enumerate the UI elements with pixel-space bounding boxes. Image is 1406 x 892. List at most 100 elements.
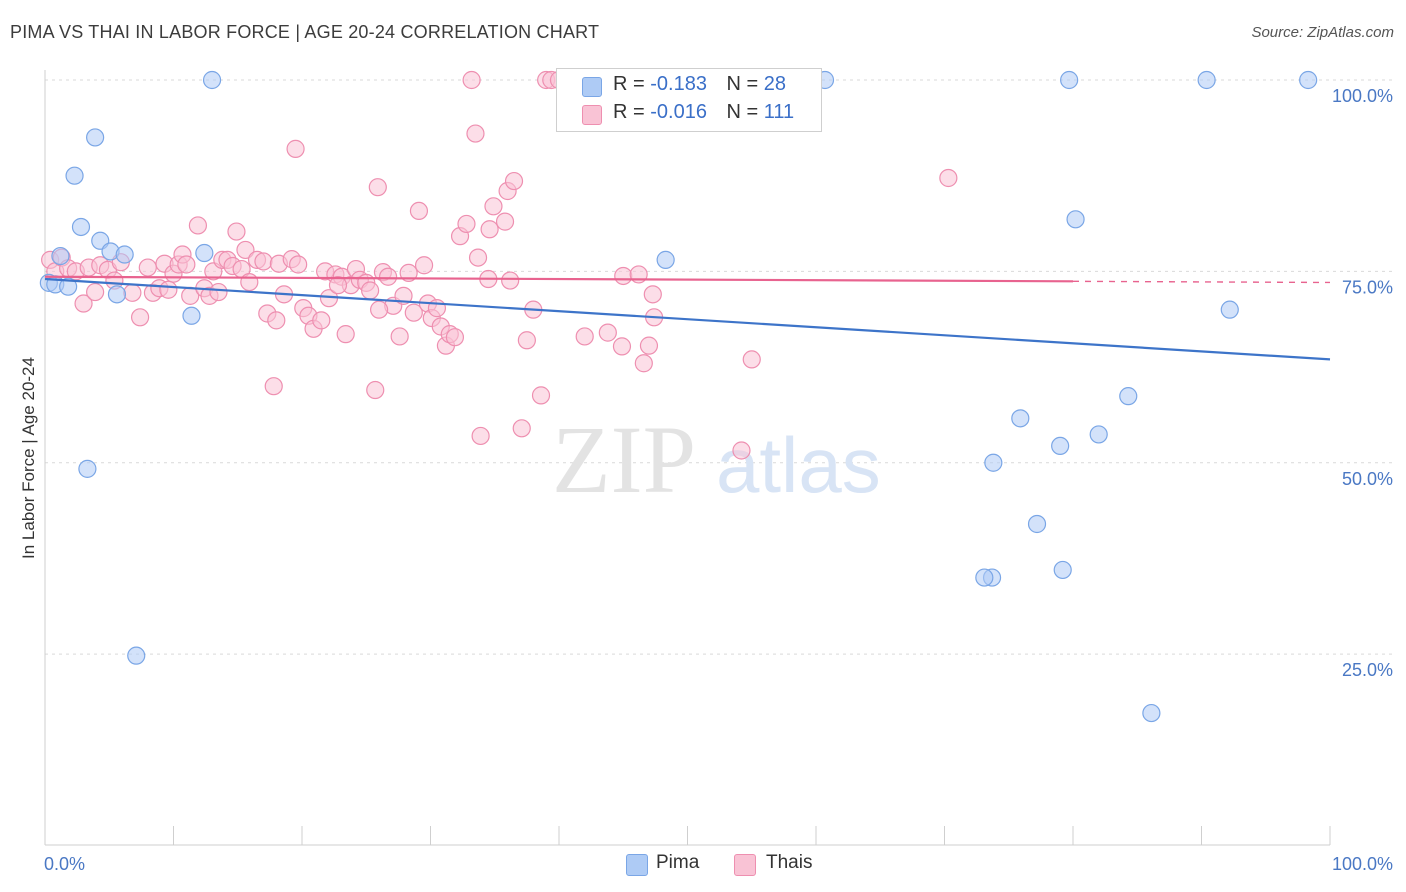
point-pima: [127, 646, 146, 665]
point-pima: [51, 246, 70, 266]
point-thais: [361, 281, 380, 300]
point-pima: [86, 128, 105, 147]
point-thais: [74, 294, 93, 313]
point-thais: [639, 336, 659, 355]
y-tick-label: 25.0%: [1342, 660, 1393, 680]
point-thais: [86, 282, 105, 302]
point-pima: [1197, 70, 1216, 90]
point-pima: [975, 568, 994, 587]
point-thais: [123, 283, 142, 302]
legend-n-label: N =: [726, 101, 764, 123]
point-thais: [399, 263, 418, 283]
data-points: [39, 70, 1318, 723]
point-thais: [236, 240, 255, 260]
point-thais: [575, 327, 594, 346]
point-pima: [182, 306, 201, 325]
point-thais: [227, 222, 246, 241]
point-thais: [370, 300, 389, 319]
trend-line-thais: [44, 275, 1074, 283]
x-tick-label: 0.0%: [44, 854, 85, 874]
y-tick-label: 75.0%: [1342, 277, 1393, 297]
legend-r-label: R =: [613, 101, 651, 123]
point-thais: [286, 139, 305, 158]
legend-r-label: R =: [613, 73, 651, 95]
point-thais: [264, 377, 283, 396]
legend-swatch-thais: [582, 105, 602, 125]
legend-row-thais: R = -0.016 N = 111: [582, 101, 795, 129]
point-thais: [634, 354, 653, 373]
point-thais: [177, 255, 196, 274]
point-pima: [1060, 70, 1079, 90]
legend-r-value: -0.183: [650, 73, 707, 95]
point-pima: [1119, 387, 1138, 406]
y-tick-label: 50.0%: [1342, 469, 1393, 489]
point-thais: [390, 327, 409, 346]
point-pima: [1053, 560, 1072, 580]
legend-item-pima[interactable]: Pima: [626, 852, 699, 876]
legend-swatch-pima: [582, 77, 602, 97]
legend-r-value: -0.016: [650, 101, 707, 123]
point-thais: [598, 323, 617, 342]
point-thais: [159, 280, 178, 299]
point-thais: [468, 248, 488, 267]
point-thais: [209, 282, 228, 302]
point-pima: [656, 250, 675, 269]
point-thais: [457, 214, 476, 234]
point-pima: [59, 277, 78, 296]
point-thais: [368, 178, 387, 197]
point-pima: [78, 459, 97, 478]
point-pima: [1089, 425, 1108, 444]
point-thais: [404, 303, 423, 322]
source-label: Source: ZipAtlas.com: [1251, 24, 1394, 41]
point-thais: [612, 337, 632, 356]
point-thais: [312, 311, 331, 330]
x-tick-label: 100.0%: [1332, 854, 1393, 874]
legend-row-pima: R = -0.183 N = 28: [582, 73, 786, 101]
y-axis-label: In Labor Force | Age 20-24: [19, 357, 38, 559]
legend-item-thais[interactable]: Thais: [734, 852, 813, 876]
point-pima: [107, 285, 127, 304]
axis-labels: 25.0% 50.0% 75.0% 100.0% 0.0% 100.0% In Labor …: [19, 86, 1393, 874]
point-thais: [267, 311, 286, 330]
point-pima: [65, 166, 84, 185]
point-pima: [71, 217, 91, 237]
point-thais: [130, 308, 150, 327]
point-thais: [495, 212, 515, 231]
point-pima: [195, 243, 214, 263]
point-thais: [484, 197, 503, 216]
legend-swatch-thais: [734, 854, 756, 876]
y-tick-label: 100.0%: [1332, 86, 1393, 106]
point-thais: [939, 168, 958, 188]
point-pima: [1051, 436, 1070, 456]
point-thais: [328, 276, 348, 295]
chart-title: PIMA VS THAI IN LABOR FORCE | AGE 20-24 …: [10, 22, 600, 42]
grid-lines: [45, 79, 1392, 655]
point-thais: [289, 255, 308, 274]
point-pima: [1220, 300, 1239, 319]
legend-label-thais: Thais: [766, 852, 813, 873]
point-thais: [517, 331, 536, 350]
legend-swatch-pima: [626, 854, 648, 876]
legend-n-label: N =: [726, 73, 764, 95]
point-thais: [732, 441, 751, 460]
trend-extension-thais: [1072, 280, 1331, 284]
point-thais: [138, 258, 157, 277]
point-pima: [984, 453, 1003, 472]
point-thais: [471, 426, 490, 446]
point-pima: [1011, 409, 1030, 428]
point-thais: [742, 350, 761, 369]
point-thais: [501, 271, 520, 290]
point-thais: [445, 328, 465, 347]
point-thais: [512, 419, 531, 438]
point-thais: [480, 220, 499, 239]
point-pima: [115, 245, 134, 264]
trend-line-pima: [44, 277, 1331, 361]
stats-legend: R = -0.183 N = 28 R = -0.016 N = 111: [556, 68, 822, 132]
legend-n-value: 111: [763, 101, 795, 123]
point-thais: [336, 325, 355, 344]
point-pima: [1142, 703, 1161, 723]
point-thais: [409, 201, 429, 221]
point-pima: [1027, 514, 1047, 534]
point-pima: [1066, 210, 1085, 229]
